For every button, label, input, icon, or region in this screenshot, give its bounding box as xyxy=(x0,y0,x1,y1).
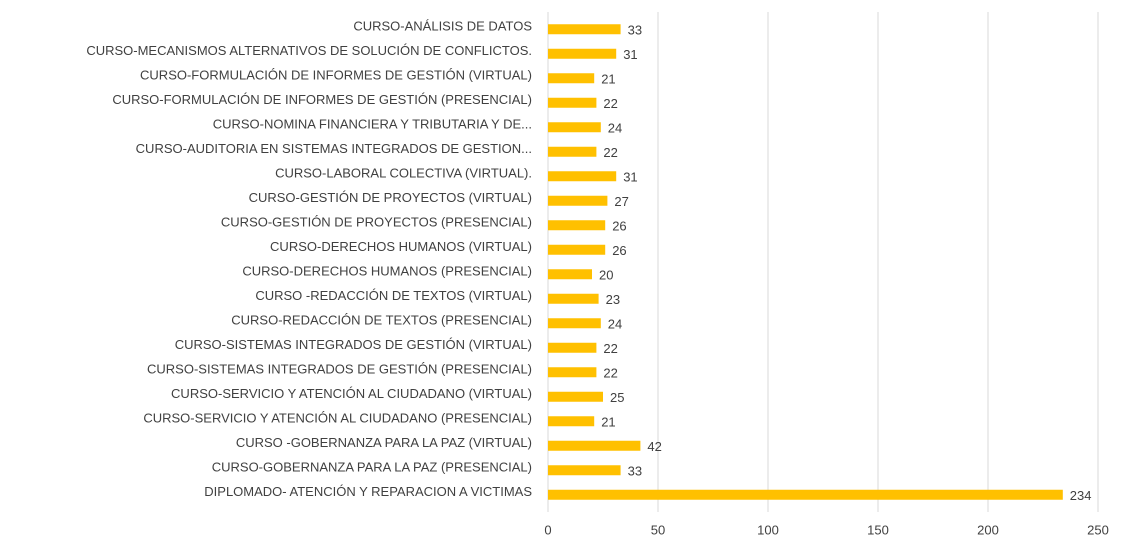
data-label: 26 xyxy=(612,219,626,234)
y-tick-label: CURSO-SERVICIO Y ATENCIÓN AL CIUDADANO (… xyxy=(143,411,532,426)
bar xyxy=(548,293,599,304)
data-label: 21 xyxy=(601,72,615,87)
bar xyxy=(548,73,595,84)
data-label: 22 xyxy=(603,96,617,111)
bar xyxy=(548,97,597,108)
bar xyxy=(548,146,597,157)
bar xyxy=(548,318,601,329)
bar xyxy=(548,122,601,133)
y-tick-label: CURSO-SISTEMAS INTEGRADOS DE GESTIÓN (PR… xyxy=(147,362,532,377)
data-label: 22 xyxy=(603,145,617,160)
x-tick-label: 200 xyxy=(977,522,999,537)
y-tick-label: CURSO-LABORAL COLECTIVA (VIRTUAL). xyxy=(275,166,532,181)
bar xyxy=(548,416,595,427)
x-tick-label: 100 xyxy=(757,522,779,537)
data-label: 23 xyxy=(606,292,620,307)
data-label: 25 xyxy=(610,390,624,405)
data-label: 22 xyxy=(603,341,617,356)
y-tick-label: CURSO-DERECHOS HUMANOS (PRESENCIAL) xyxy=(242,264,532,279)
y-tick-label: CURSO-NOMINA FINANCIERA Y TRIBUTARIA Y D… xyxy=(213,117,532,132)
x-tick-label: 250 xyxy=(1087,522,1109,537)
x-tick-label: 50 xyxy=(651,522,665,537)
data-label: 27 xyxy=(614,194,628,209)
data-label: 234 xyxy=(1070,488,1092,503)
bar xyxy=(548,465,621,476)
y-tick-label: CURSO-FORMULACIÓN DE INFORMES DE GESTIÓN… xyxy=(140,68,532,83)
y-tick-label: CURSO -GOBERNANZA PARA LA PAZ (VIRTUAL) xyxy=(236,435,532,450)
bar xyxy=(548,342,597,353)
y-tick-label: CURSO-DERECHOS HUMANOS (VIRTUAL) xyxy=(270,239,532,254)
bar xyxy=(548,195,608,206)
bar xyxy=(548,24,621,35)
y-tick-label: CURSO-SISTEMAS INTEGRADOS DE GESTIÓN (VI… xyxy=(175,337,532,352)
data-label: 24 xyxy=(608,317,622,332)
bar xyxy=(548,489,1063,500)
x-tick-label: 0 xyxy=(544,522,551,537)
y-tick-label: CURSO-FORMULACIÓN DE INFORMES DE GESTIÓN… xyxy=(112,92,532,107)
data-label: 22 xyxy=(603,366,617,381)
data-label: 33 xyxy=(628,23,642,38)
bar xyxy=(548,440,641,451)
data-label: 42 xyxy=(647,439,661,454)
data-label: 31 xyxy=(623,170,637,185)
data-label: 31 xyxy=(623,47,637,62)
data-label: 20 xyxy=(599,268,613,283)
bar xyxy=(548,171,617,182)
bar xyxy=(548,48,617,59)
y-tick-label: CURSO-REDACCIÓN DE TEXTOS (PRESENCIAL) xyxy=(231,313,532,328)
data-label: 24 xyxy=(608,121,622,136)
y-tick-label: CURSO-GESTIÓN DE PROYECTOS (PRESENCIAL) xyxy=(221,215,532,230)
x-tick-label: 150 xyxy=(867,522,889,537)
y-tick-label: CURSO-SERVICIO Y ATENCIÓN AL CIUDADANO (… xyxy=(171,386,532,401)
bar xyxy=(548,391,603,402)
y-tick-label: CURSO -REDACCIÓN DE TEXTOS (VIRTUAL) xyxy=(255,288,532,303)
bar xyxy=(548,244,606,255)
bar xyxy=(548,220,606,231)
bar xyxy=(548,269,592,280)
y-tick-label: CURSO-ANÁLISIS DE DATOS xyxy=(353,19,532,34)
data-label: 33 xyxy=(628,464,642,479)
data-label: 21 xyxy=(601,415,615,430)
y-tick-label: DIPLOMADO- ATENCIÓN Y REPARACION A VICTI… xyxy=(204,484,532,499)
y-tick-label: CURSO-MECANISMOS ALTERNATIVOS DE SOLUCIÓ… xyxy=(86,43,532,58)
y-tick-label: CURSO-GOBERNANZA PARA LA PAZ (PRESENCIAL… xyxy=(212,460,532,475)
y-tick-label: CURSO-AUDITORIA EN SISTEMAS INTEGRADOS D… xyxy=(136,141,532,156)
bar xyxy=(548,367,597,378)
data-label: 26 xyxy=(612,243,626,258)
y-tick-label: CURSO-GESTIÓN DE PROYECTOS (VIRTUAL) xyxy=(249,190,532,205)
